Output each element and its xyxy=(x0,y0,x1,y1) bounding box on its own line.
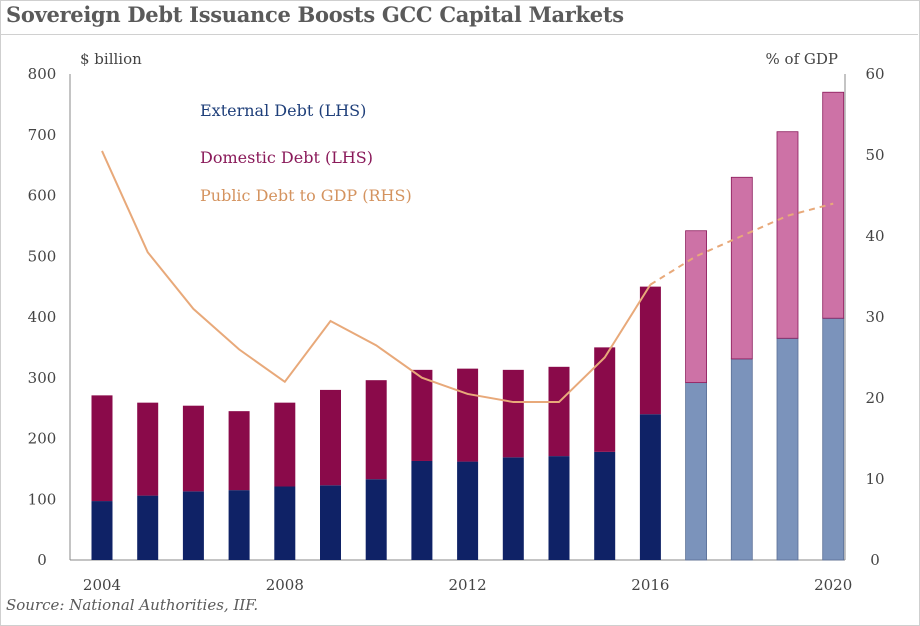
chart-source: Source: National Authorities, IIF. xyxy=(6,596,259,614)
x-tick-label: 2008 xyxy=(266,576,304,594)
left-axis-unit: $ billion xyxy=(80,50,142,68)
bar-domestic-debt xyxy=(91,395,113,502)
bar-domestic-debt xyxy=(639,286,661,415)
bar-external-debt xyxy=(502,457,524,560)
bar-domestic-debt xyxy=(548,366,570,457)
bar-domestic-debt xyxy=(228,411,250,491)
bar-external-debt xyxy=(274,486,296,560)
bar-domestic-debt xyxy=(776,131,799,339)
x-tick-label: 2016 xyxy=(631,576,669,594)
bar-external-debt xyxy=(411,460,433,560)
bar-domestic-debt xyxy=(137,402,159,496)
right-tick-label: 40 xyxy=(865,227,884,245)
bar-domestic-debt xyxy=(502,369,524,458)
bar-domestic-debt xyxy=(274,402,296,487)
right-tick-labels: 0 10 20 30 40 50 60 xyxy=(865,65,884,569)
debt-to-gdp-line xyxy=(101,150,834,404)
bar-external-debt xyxy=(228,490,250,560)
x-tick-labels: 2004 2008 2012 2016 2020 xyxy=(83,576,852,594)
bar-domestic-debt xyxy=(411,369,433,461)
x-tick-label: 2012 xyxy=(449,576,487,594)
legend-debt-to-gdp: Public Debt to GDP (RHS) xyxy=(200,186,412,205)
left-tick-label: 0 xyxy=(37,551,47,569)
bar-domestic-debt xyxy=(594,347,616,452)
bar-domestic-debt xyxy=(365,380,387,480)
bar-external-debt xyxy=(365,479,387,560)
bar-external-debt xyxy=(457,461,479,560)
left-tick-label: 400 xyxy=(28,308,57,326)
bar-domestic-debt xyxy=(457,368,479,462)
left-tick-label: 100 xyxy=(28,490,57,508)
bar-external-debt xyxy=(320,485,341,560)
bar-domestic-debt xyxy=(730,176,753,360)
legend-domestic-debt: Domestic Debt (LHS) xyxy=(200,148,373,167)
chart-title: Sovereign Debt Issuance Boosts GCC Capit… xyxy=(6,2,624,27)
legend: External Debt (LHS) Domestic Debt (LHS) … xyxy=(200,101,412,205)
bar-external-debt xyxy=(137,495,159,560)
debt-to-gdp-line-forecast xyxy=(649,202,834,286)
right-tick-label: 30 xyxy=(865,308,884,326)
bar-external-debt xyxy=(594,451,616,560)
right-axis-unit: % of GDP xyxy=(766,50,838,68)
right-tick-label: 50 xyxy=(865,146,884,164)
x-tick-label: 2004 xyxy=(83,576,121,594)
bar-domestic-debt xyxy=(685,230,707,384)
left-tick-label: 800 xyxy=(28,65,57,83)
debt-to-gdp-line-actual xyxy=(101,150,652,404)
bars xyxy=(91,91,845,561)
left-tick-label: 700 xyxy=(28,126,57,144)
bar-external-debt xyxy=(730,358,753,561)
title-rule xyxy=(0,34,918,35)
bar-domestic-debt xyxy=(822,91,845,319)
bar-external-debt xyxy=(685,382,707,561)
bar-external-debt xyxy=(776,337,799,561)
bar-external-debt xyxy=(182,491,204,560)
left-tick-label: 200 xyxy=(28,430,57,448)
left-tick-labels: 0 100 200 300 400 500 600 700 800 xyxy=(28,65,57,569)
right-tick-label: 0 xyxy=(870,551,880,569)
left-tick-label: 500 xyxy=(28,247,57,265)
left-tick-label: 600 xyxy=(28,187,57,205)
right-tick-label: 10 xyxy=(865,470,884,488)
bar-external-debt xyxy=(548,456,570,560)
bar-external-debt xyxy=(639,414,661,560)
left-tick-label: 300 xyxy=(28,369,57,387)
bar-external-debt xyxy=(91,501,113,560)
x-tick-label: 2020 xyxy=(814,576,852,594)
bar-domestic-debt xyxy=(182,405,204,492)
legend-external-debt: External Debt (LHS) xyxy=(200,101,366,120)
right-tick-label: 20 xyxy=(865,389,884,407)
right-tick-label: 60 xyxy=(865,65,884,83)
bar-domestic-debt xyxy=(320,389,341,486)
bar-external-debt xyxy=(822,317,845,561)
